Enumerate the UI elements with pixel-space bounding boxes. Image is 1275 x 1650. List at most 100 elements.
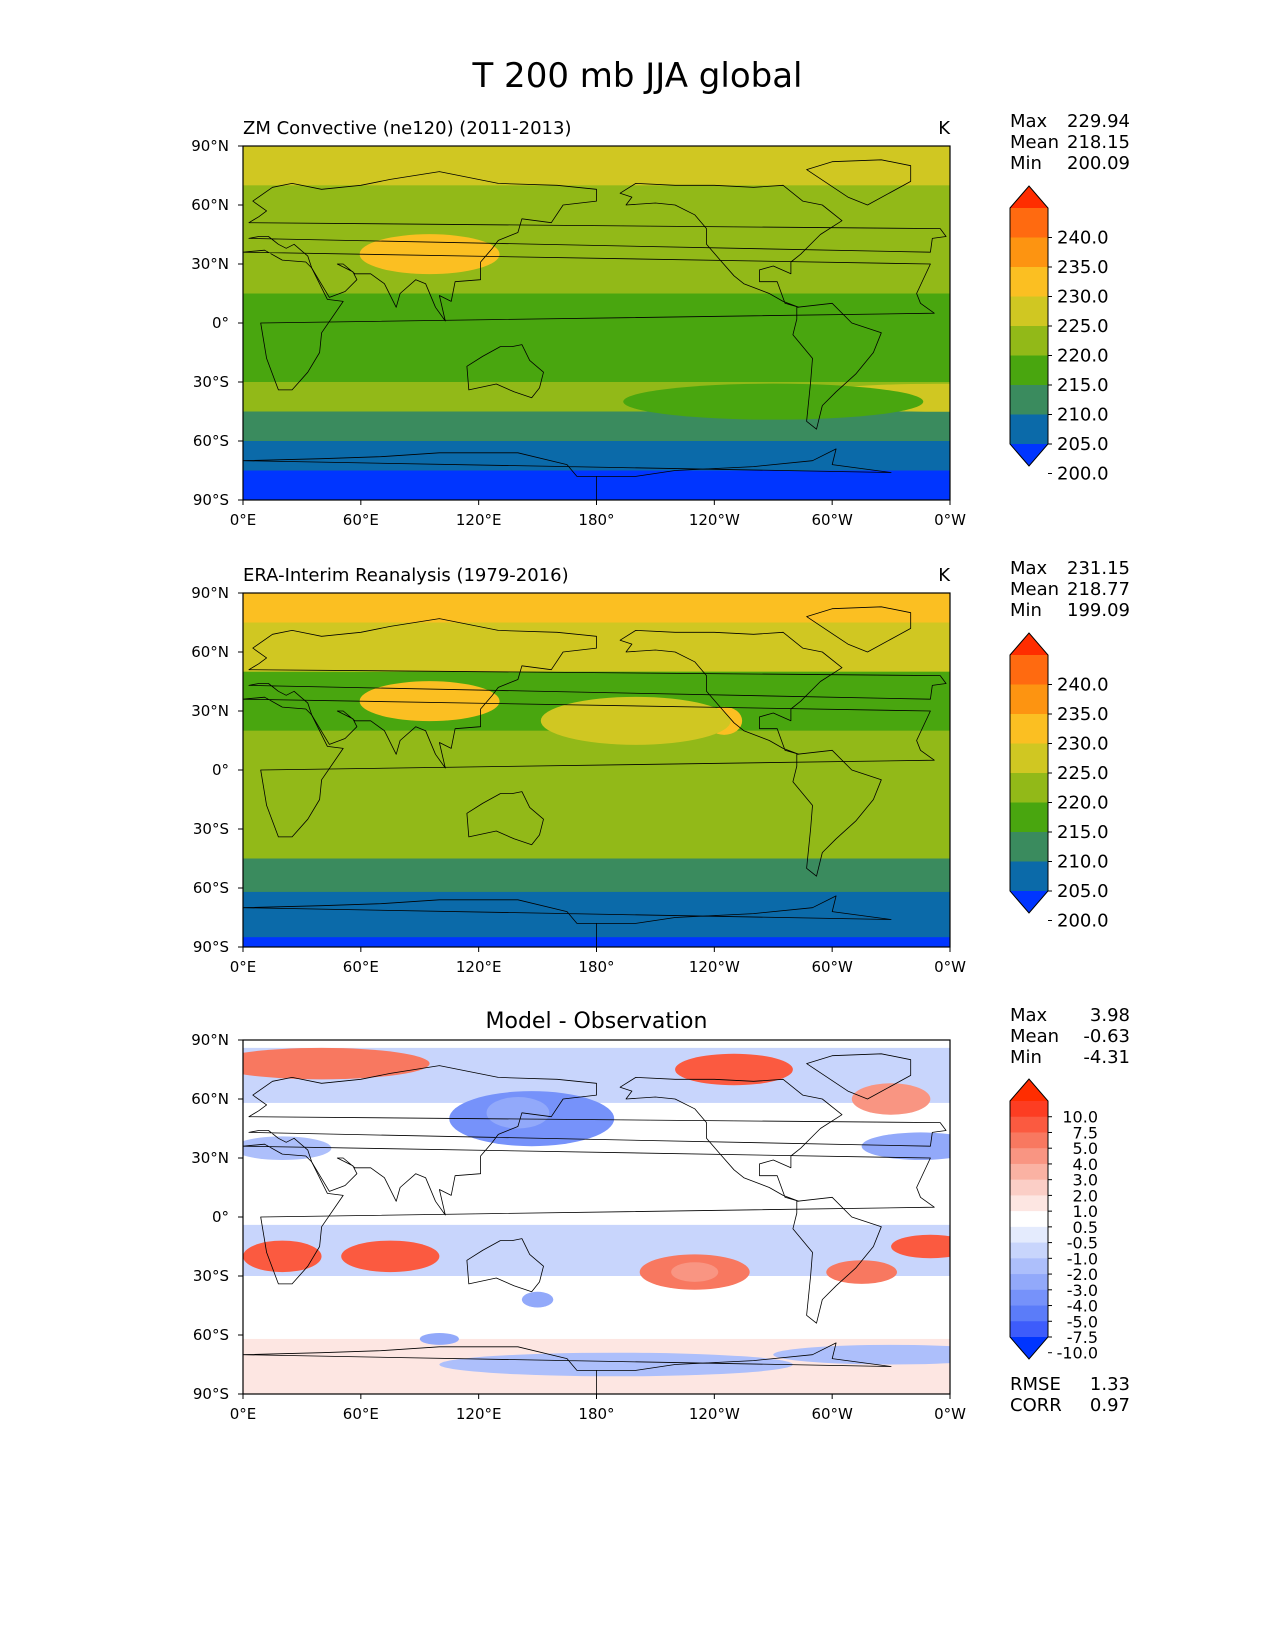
anomaly-region: [826, 1260, 897, 1284]
y-tick-label: 60°N: [191, 196, 229, 214]
colorbar-tick-label: -1.0: [1067, 1249, 1098, 1268]
y-tick-label: 60°S: [193, 879, 229, 897]
stat-mean: Mean -0.63: [1010, 1026, 1130, 1047]
stat-label: Mean: [1010, 132, 1060, 153]
anomaly-region: [773, 1344, 950, 1365]
colorbar-tick-label: -7.5: [1067, 1328, 1098, 1347]
y-tick-label: 90°S: [193, 1385, 229, 1403]
stat-value: 231.15: [1067, 558, 1130, 579]
colorbar-1: 240.0 235.0 230.0 225.0 220.0 215.0 210.0 205.0…: [1009, 185, 1109, 485]
x-tick-label: 0°E: [230, 1405, 257, 1423]
anomaly-region: [675, 1053, 793, 1086]
colorbar-tick-label: 205.0: [1057, 434, 1109, 455]
stat-label: CORR: [1010, 1395, 1062, 1416]
panel-title: ERA-Interim Reanalysis (1979-2016): [243, 565, 569, 586]
y-tick-label: 90°S: [193, 938, 229, 956]
stat-label: Max: [1010, 1005, 1048, 1026]
colorbar-tick-label: -2.0: [1067, 1265, 1098, 1284]
field-band: [243, 293, 950, 383]
colorbar-tick-label: 200.0: [1057, 911, 1109, 932]
stat-label: Mean: [1010, 579, 1060, 600]
field-band: [243, 730, 950, 859]
stat-min: Min -4.31: [1010, 1047, 1130, 1068]
colorbar-tick-label: 210.0: [1057, 405, 1109, 426]
x-tick-label: 60°W: [811, 958, 853, 976]
y-tick-label: 30°N: [191, 1149, 229, 1167]
anomaly-region: [243, 1240, 322, 1273]
x-tick-label: 180°: [578, 511, 614, 529]
colorbar-tick-label: 235.0: [1057, 257, 1109, 278]
colorbar-tick-label: -5.0: [1067, 1312, 1098, 1331]
colorbar-tick-label: 5.0: [1073, 1139, 1098, 1158]
colorbar-tick-label: 240.0: [1057, 228, 1109, 249]
anomaly-region: [419, 1333, 460, 1345]
y-tick-label: 60°S: [193, 432, 229, 450]
stat-label: Min: [1010, 1047, 1042, 1068]
y-tick-label: 0°: [212, 761, 229, 779]
anomaly-region: [243, 1047, 430, 1080]
y-tick-label: 90°S: [193, 491, 229, 509]
stat-value: -4.31: [1083, 1047, 1130, 1068]
map-panel-1: 0°E 60°E 120°E 180° 120°W 60°W 0°W 90°N 60°N 30°N…: [191, 118, 966, 529]
field-band: [243, 858, 950, 893]
stat-min: Min 200.09: [1010, 153, 1130, 174]
colorbar-tick-label: 215.0: [1057, 822, 1109, 843]
error-stat-rmse: RMSE 1.33: [1010, 1374, 1130, 1395]
anomaly-region: [341, 1240, 440, 1273]
stat-label: Min: [1010, 153, 1042, 174]
x-tick-label: 60°E: [343, 958, 379, 976]
anomaly-region: [851, 1083, 931, 1115]
x-tick-label: 180°: [578, 958, 614, 976]
y-tick-label: 60°S: [193, 1326, 229, 1344]
stat-min: Min 199.09: [1010, 600, 1130, 621]
stat-value: 229.94: [1067, 111, 1130, 132]
colorbar-tick-label: 0.5: [1073, 1218, 1098, 1237]
stat-max: Max 231.15: [1010, 558, 1130, 579]
x-tick-label: 0°W: [934, 958, 966, 976]
y-tick-label: 0°: [212, 314, 229, 332]
map-panel-2: 0°E 60°E 120°E 180° 120°W 60°W 0°W 90°N 60°N 30°N…: [191, 565, 966, 976]
stat-label: RMSE: [1010, 1374, 1061, 1395]
colorbar-tick-label: 235.0: [1057, 704, 1109, 725]
colorbar-tick-label: 210.0: [1057, 852, 1109, 873]
colorbar-tick-label: 2.0: [1073, 1186, 1098, 1205]
stat-label: Min: [1010, 600, 1042, 621]
y-tick-label: 30°S: [193, 820, 229, 838]
stat-max: Max 229.94: [1010, 111, 1130, 132]
x-tick-label: 0°E: [230, 511, 257, 529]
colorbar-tick-label: -3.0: [1067, 1281, 1098, 1300]
colorbar-2: 240.0 235.0 230.0 225.0 220.0 215.0 210.0 205.0…: [1009, 632, 1109, 932]
colorbar-tick-label: 7.5: [1073, 1123, 1098, 1142]
anomaly-region: [891, 1234, 950, 1259]
x-tick-label: 120°E: [456, 1405, 502, 1423]
x-tick-label: 60°E: [343, 1405, 379, 1423]
y-tick-label: 60°N: [191, 1090, 229, 1108]
y-tick-label: 0°: [212, 1208, 229, 1226]
stat-max: Max 3.98: [1010, 1005, 1130, 1026]
colorbar-tick-label: 225.0: [1057, 763, 1109, 784]
colorbar-tick-label: 10.0: [1062, 1108, 1098, 1127]
figure-title: T 200 mb JJA global: [472, 56, 803, 96]
y-tick-label: 30°N: [191, 255, 229, 273]
y-tick-label: 30°N: [191, 702, 229, 720]
field-band: [243, 441, 950, 471]
colorbar-tick-label: 225.0: [1057, 316, 1109, 337]
x-tick-label: 180°: [578, 1405, 614, 1423]
y-tick-label: 90°N: [191, 1031, 229, 1049]
colorbar-tick-label: -0.5: [1067, 1234, 1098, 1253]
anomaly-region: [671, 1262, 719, 1282]
anomaly-region: [861, 1132, 950, 1160]
y-tick-label: 30°S: [193, 373, 229, 391]
colorbar-tick-label: 4.0: [1073, 1155, 1098, 1174]
colorbar-tick-label: 1.0: [1073, 1202, 1098, 1221]
anomaly-region: [439, 1352, 793, 1377]
stat-label: Mean: [1010, 1026, 1060, 1047]
stat-value: 218.77: [1067, 579, 1130, 600]
field-band: [243, 593, 950, 623]
map-panel-3: 0°E 60°E 120°E 180° 120°W 60°W 0°W 90°N 60°N 30°N…: [191, 1009, 966, 1423]
x-tick-label: 120°W: [689, 511, 740, 529]
x-tick-label: 0°W: [934, 1405, 966, 1423]
x-tick-label: 60°W: [811, 1405, 853, 1423]
units-label: K: [938, 565, 951, 586]
colorbar-tick-label: 230.0: [1057, 734, 1109, 755]
